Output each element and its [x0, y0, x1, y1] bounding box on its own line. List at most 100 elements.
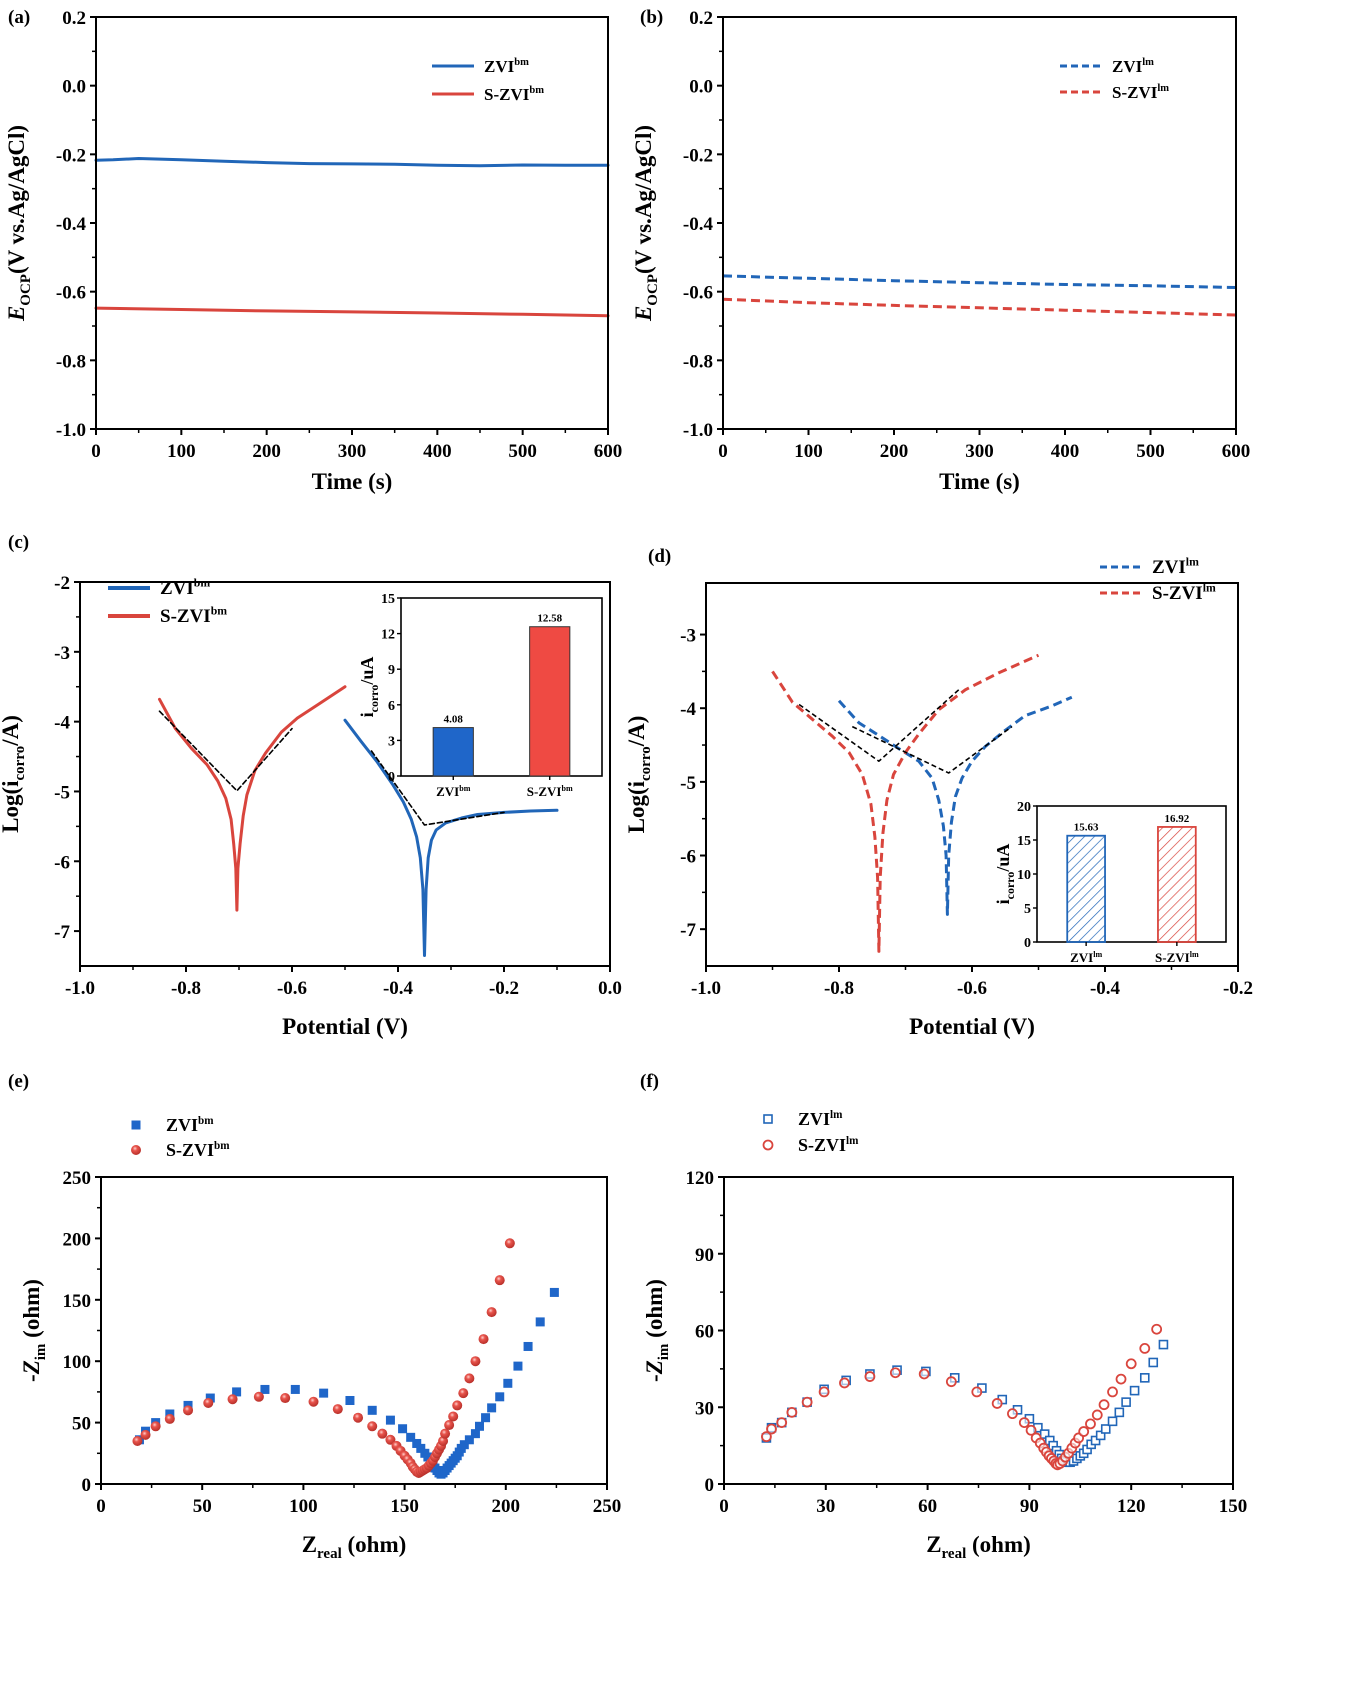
inset-bar-value-label: 15.63: [1074, 822, 1099, 834]
data-point: [549, 1287, 559, 1297]
x-tick-label: 0: [718, 441, 728, 462]
data-point: [761, 1431, 772, 1443]
data-point: [1114, 1407, 1125, 1418]
data-point: [183, 1405, 194, 1416]
y-tick-label: -3: [54, 643, 70, 664]
data-point: [385, 1415, 395, 1425]
plot-frame: [100, 1176, 608, 1485]
data-point: [345, 1395, 355, 1405]
tafel-fit-line: [851, 725, 1013, 774]
y-tick-label: -0.8: [56, 351, 86, 372]
y-axis-label: EOCP(V vs.Ag/AgCl): [4, 125, 34, 322]
inset-y-tick-label: 15: [1017, 834, 1031, 849]
data-point: [1018, 1417, 1030, 1428]
x-tick-label: 300: [338, 441, 367, 462]
y-tick-label: -1.0: [56, 420, 86, 441]
data-point: [1025, 1424, 1037, 1436]
y-tick-label: -4: [680, 699, 696, 720]
data-point: [452, 1400, 463, 1411]
legend-label: S-ZVIbm: [160, 604, 227, 627]
data-point: [1100, 1424, 1111, 1434]
data-point: [801, 1396, 813, 1408]
y-tick-label: -0.2: [683, 145, 713, 166]
data-point: [470, 1429, 480, 1439]
inset-frame: [1036, 805, 1227, 943]
inset-bar: [529, 626, 571, 777]
inset-y-axis-label: icorro/uA: [993, 844, 1017, 905]
y-tick-label: -0.4: [683, 214, 714, 235]
y-tick-label: -0.6: [56, 283, 86, 304]
data-point: [280, 1393, 291, 1404]
x-axis-label: Zreal (ohm): [302, 1532, 407, 1562]
y-tick-label: 0: [82, 1475, 92, 1496]
data-point: [523, 1341, 533, 1351]
chart-panel-a: 0 100 200 300 400 500 600 -1.0 -0.8 -0.6 -0.4 -0.2 0…: [4, 7, 622, 494]
inset-y-tick-label: 15: [381, 592, 395, 607]
data-point: [481, 1413, 491, 1423]
x-tick-label: 200: [880, 441, 909, 462]
series-line-s-zvi-lm: [722, 297, 1237, 317]
y-tick-label: -3: [680, 626, 696, 647]
data-point: [1107, 1416, 1118, 1427]
y-tick-label: 0: [705, 1475, 715, 1496]
x-tick-label: 200: [252, 441, 281, 462]
y-tick-label: 120: [686, 1168, 715, 1189]
x-axis-label: Potential (V): [282, 1014, 408, 1039]
y-tick-label: -6: [680, 847, 696, 868]
data-point: [504, 1238, 515, 1249]
inset-x-tick-label: ZVIlm: [1070, 950, 1102, 965]
y-tick-label: -2: [54, 573, 70, 594]
inset-y-tick-label: 9: [388, 663, 395, 678]
panel-label: (a): [8, 7, 30, 28]
data-point: [474, 1421, 484, 1431]
y-tick-label: -7: [680, 920, 696, 941]
chart-panel-e: 0 50 100 150 200 250 0 50 100 150 200 250 (e) Zreal (…: [8, 1071, 621, 1562]
data-point: [971, 1386, 983, 1398]
x-tick-label: -0.8: [171, 978, 201, 999]
y-axis-label: Log(icorro/A): [624, 716, 654, 834]
data-point: [367, 1405, 377, 1415]
legend-label: ZVIbm: [484, 57, 529, 76]
data-point: [406, 1432, 416, 1442]
data-point: [205, 1393, 215, 1403]
data-point: [444, 1420, 455, 1431]
data-point: [458, 1388, 469, 1399]
inset-y-tick-label: 12: [381, 628, 395, 643]
inset-bar-value-label: 12.58: [537, 613, 562, 625]
data-point: [1091, 1409, 1103, 1421]
data-point: [319, 1388, 329, 1398]
x-tick-label: 50: [193, 1496, 212, 1517]
x-tick-label: 400: [423, 441, 452, 462]
legend-label: ZVIlm: [798, 1109, 843, 1129]
inset-x-tick-label: ZVIbm: [436, 784, 471, 799]
legend-label: S-ZVIbm: [166, 1140, 230, 1160]
data-point: [864, 1371, 876, 1382]
data-point: [464, 1373, 475, 1384]
panel-label: (f): [640, 1071, 659, 1092]
panel-label: (d): [648, 546, 671, 567]
data-point: [786, 1406, 798, 1418]
inset-y-axis-label: icorro/uA: [357, 657, 381, 718]
series-line-s-zvi-lm: [771, 653, 1040, 953]
x-tick-label: 400: [1051, 441, 1080, 462]
data-point: [385, 1434, 396, 1445]
legend-marker: [762, 1139, 774, 1151]
inset-y-tick-label: 3: [388, 734, 395, 749]
data-point: [227, 1394, 238, 1405]
data-point: [1139, 1343, 1151, 1354]
y-tick-label: -4: [54, 713, 70, 734]
data-point: [232, 1387, 242, 1397]
data-point: [818, 1386, 830, 1398]
y-tick-label: -0.8: [683, 351, 713, 372]
inset-bar: [1157, 826, 1197, 943]
x-tick-label: 0: [96, 1496, 106, 1517]
y-tick-label: 0.2: [62, 8, 86, 29]
series-line-s-zvi-bm: [158, 685, 347, 912]
data-point: [440, 1428, 451, 1439]
y-tick-label: 250: [63, 1168, 92, 1189]
data-point: [776, 1417, 788, 1428]
data-point: [503, 1378, 513, 1388]
data-point: [1148, 1357, 1159, 1368]
x-tick-label: 100: [794, 441, 823, 462]
y-tick-label: -6: [54, 852, 70, 873]
